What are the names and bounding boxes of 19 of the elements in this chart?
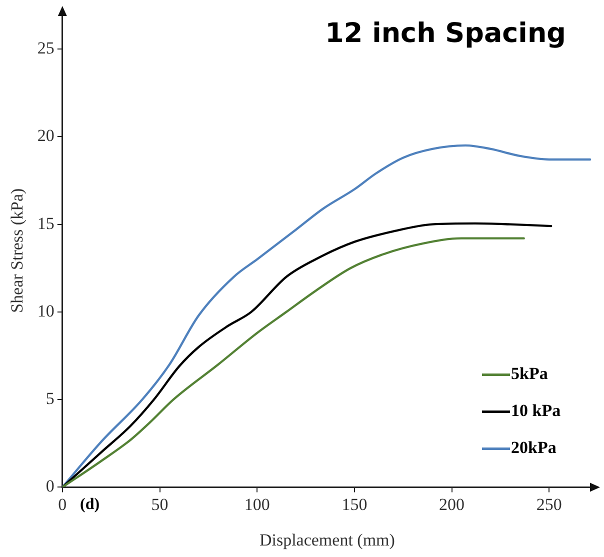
chart-title: 12 inch Spacing [325, 18, 566, 49]
y-axis-title: Shear Stress (kPa) [8, 188, 27, 313]
y-tick-label: 0 [46, 476, 54, 496]
text: (d) [80, 496, 100, 514]
legend-label: 5kPa [511, 364, 548, 384]
x-tick-label: 200 [439, 494, 465, 514]
x-tick-label: 50 [151, 494, 168, 514]
y-tick-label: 15 [37, 214, 54, 233]
x-tick-label: 150 [342, 494, 368, 514]
x-tick-label: 100 [244, 494, 270, 514]
y-tick-label: 5 [46, 389, 54, 408]
y-tick-label: 25 [37, 38, 54, 58]
y-tick-label: 20 [37, 126, 54, 146]
x-tick-label: 0 [58, 494, 67, 514]
x-tick-label: 250 [536, 494, 562, 514]
x-axis-title: Displacement (mm) [259, 530, 395, 550]
y-tick-label: 10 [37, 301, 54, 320]
legend-label: 20kPa [511, 438, 557, 458]
legend-label: 10 kPa [511, 401, 562, 420]
